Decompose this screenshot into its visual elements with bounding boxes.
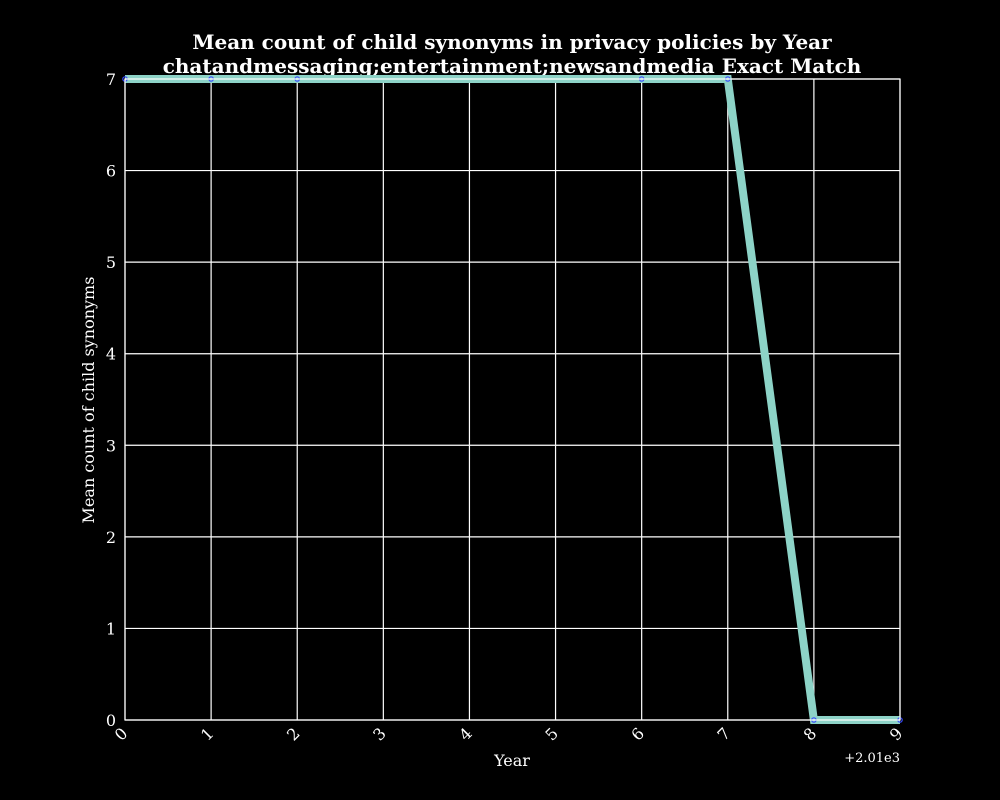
grid (124, 78, 901, 721)
x-tick-label: 5 (541, 724, 562, 745)
y-tick-label: 7 (106, 70, 116, 89)
y-tick-label: 5 (106, 253, 116, 272)
x-offset-label: +2.01e3 (844, 751, 900, 766)
x-tick-label: 8 (800, 724, 821, 745)
y-tick-label: 4 (106, 345, 116, 364)
x-tick-label: 2 (283, 724, 304, 745)
x-tick-label: 6 (627, 724, 648, 745)
y-tick-labels: 0 1 2 3 4 5 6 7 (106, 70, 116, 730)
chart-subtitle: chatandmessaging;entertainment;newsandme… (163, 54, 862, 78)
chart-title: Mean count of child synonyms in privacy … (192, 30, 832, 54)
x-tick-label: 3 (369, 724, 390, 745)
series-line (125, 75, 900, 724)
y-tick-label: 0 (106, 711, 116, 730)
x-axis-label: Year (493, 751, 530, 770)
x-tick-label: 1 (197, 724, 218, 745)
plot-frame (124, 78, 901, 721)
x-tick-label: 9 (886, 724, 907, 745)
series-layer (122, 75, 903, 724)
x-tick-label: 4 (455, 724, 476, 745)
y-tick-label: 6 (106, 162, 116, 181)
y-tick-label: 1 (106, 619, 116, 638)
x-tick-label: 7 (714, 724, 735, 745)
y-tick-label: 3 (106, 436, 116, 455)
y-axis-label: Mean count of child synonyms (79, 277, 98, 524)
y-tick-label: 2 (106, 528, 116, 547)
